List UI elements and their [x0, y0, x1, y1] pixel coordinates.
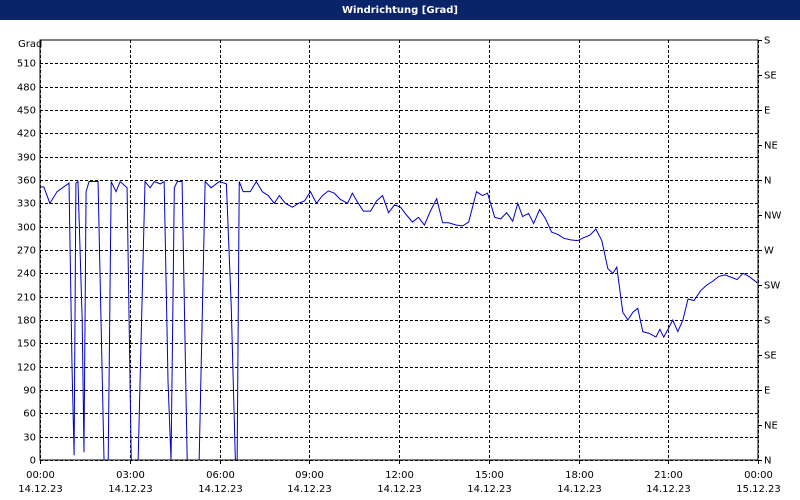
y-tick-label: 420 — [17, 129, 36, 140]
y-tick-label: 120 — [17, 363, 36, 374]
x-tick-date: 14.12.23 — [287, 484, 332, 495]
y-tick-label: 300 — [17, 223, 36, 234]
y-tick-label: 360 — [17, 176, 36, 187]
y2-tick-label: N — [764, 456, 771, 467]
y2-tick-label: SE — [764, 71, 777, 82]
y-tick-label: 270 — [17, 246, 36, 257]
title-bar — [0, 0, 800, 20]
y2-tick-label: S — [764, 316, 770, 327]
y2-tick-label: NE — [764, 421, 778, 432]
y2-tick-label: N — [764, 176, 771, 187]
x-tick-label: 09:00 — [295, 470, 324, 481]
plot-frame — [39, 39, 759, 461]
y-tick-label: 0 — [30, 456, 36, 467]
y-tick-label: 180 — [17, 316, 36, 327]
y2-tick-label: SW — [764, 281, 780, 292]
y-tick-label: 330 — [17, 199, 36, 210]
x-tick-date: 14.12.23 — [108, 484, 153, 495]
y-tick-label: 150 — [17, 339, 36, 350]
x-tick-label: 21:00 — [654, 470, 683, 481]
x-tick-date: 14.12.23 — [646, 484, 691, 495]
x-tick-date: 14.12.23 — [377, 484, 422, 495]
y-tick-label: 510 — [17, 59, 36, 70]
x-tick-label: 06:00 — [206, 470, 235, 481]
x-tick-date: 14.12.23 — [18, 484, 63, 495]
x-tick-label: 00:00 — [26, 470, 55, 481]
y-tick-label: 240 — [17, 269, 36, 280]
y-axis-label: Grad — [18, 39, 42, 50]
y2-tick-label: W — [764, 246, 774, 257]
x-tick-label: 00:00 — [744, 470, 773, 481]
y-tick-label: 90 — [23, 386, 36, 397]
x-tick-label: 12:00 — [385, 470, 414, 481]
x-tick-date: 14.12.23 — [198, 484, 243, 495]
y-tick-label: 30 — [23, 433, 36, 444]
y2-tick-label: E — [764, 106, 770, 117]
y2-tick-label: NE — [764, 141, 778, 152]
y2-tick-label: SE — [764, 351, 777, 362]
x-tick-label: 15:00 — [475, 470, 504, 481]
x-tick-date: 14.12.23 — [557, 484, 602, 495]
y-tick-label: 390 — [17, 153, 36, 164]
plot: 0 30 60 90 120 150 180 210 240 270 300 330 360 390 420… — [17, 36, 782, 496]
y-tick-label: 450 — [17, 106, 36, 117]
y2-tick-label: NW — [764, 211, 781, 222]
y2-tick-label: S — [764, 36, 770, 47]
y-tick-label: 480 — [17, 83, 36, 94]
y-tick-label: 60 — [23, 409, 36, 420]
y2-tick-label: E — [764, 386, 770, 397]
x-tick-label: 18:00 — [565, 470, 594, 481]
chart-title: Windrichtung [Grad] — [342, 5, 458, 16]
x-tick-label: 03:00 — [116, 470, 145, 481]
x-tick-date: 14.12.23 — [467, 484, 512, 495]
x-tick-date: 15.12.23 — [736, 484, 781, 495]
y-tick-label: 210 — [17, 293, 36, 304]
